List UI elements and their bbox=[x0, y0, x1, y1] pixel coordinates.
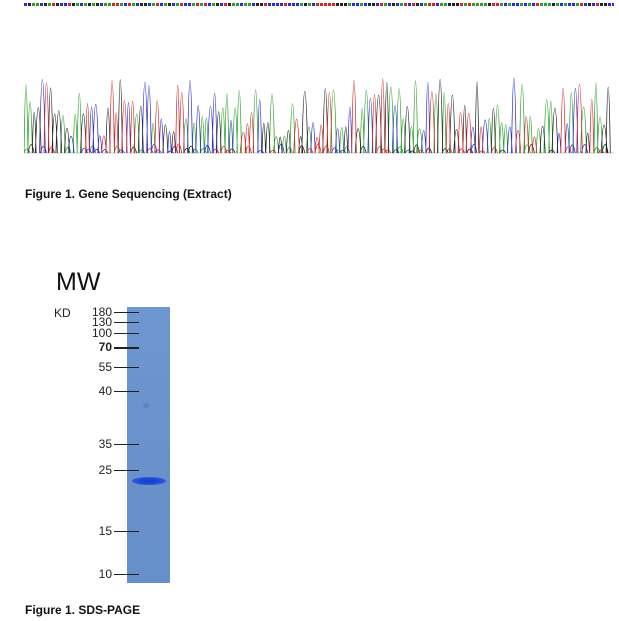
mw-marker: 15 bbox=[40, 524, 180, 538]
mw-marker-label: 130 bbox=[91, 315, 112, 329]
mw-marker-tick bbox=[114, 391, 139, 392]
mw-marker: 35 bbox=[40, 437, 180, 451]
mw-marker: 130 bbox=[40, 315, 180, 329]
mw-marker-tick bbox=[114, 470, 139, 471]
mw-marker-tick bbox=[114, 347, 139, 349]
mw-marker-label: 25 bbox=[98, 463, 112, 477]
mw-marker-tick bbox=[114, 312, 139, 313]
trace-g bbox=[27, 79, 611, 154]
sds-page-gel: KD 180 130 100 70 55 40 35 25 15 10 bbox=[40, 300, 180, 590]
mw-marker: 40 bbox=[40, 384, 180, 398]
mw-marker: 55 bbox=[40, 360, 180, 374]
mw-marker: 25 bbox=[40, 463, 180, 477]
mw-marker: 70 bbox=[40, 340, 180, 354]
mw-marker-label: 40 bbox=[98, 384, 112, 398]
mw-marker-label: 15 bbox=[98, 524, 112, 538]
mw-marker-tick bbox=[114, 531, 139, 532]
mw-marker-label: 180 bbox=[91, 305, 112, 319]
mw-marker-tick bbox=[114, 574, 139, 575]
mw-marker: 180 bbox=[40, 305, 180, 319]
mw-marker: 100 bbox=[40, 326, 180, 340]
mw-marker-label: 55 bbox=[98, 360, 112, 374]
trace-t bbox=[43, 78, 605, 154]
trace-c bbox=[39, 78, 588, 154]
mw-marker-label: 35 bbox=[98, 437, 112, 451]
mw-marker-label: 100 bbox=[91, 326, 112, 340]
mw-column-header: MW bbox=[56, 268, 101, 296]
mw-marker-tick bbox=[114, 367, 139, 368]
figure-caption-sds-page: Figure 1. SDS-PAGE bbox=[25, 603, 141, 617]
mw-marker-label: 10 bbox=[98, 567, 112, 581]
trace-a bbox=[24, 80, 603, 154]
mw-marker-label: 70 bbox=[98, 340, 112, 354]
figure-caption-sequencing: Figure 1. Gene Sequencing (Extract) bbox=[25, 187, 232, 201]
mw-marker-tick bbox=[114, 333, 139, 334]
mw-marker-tick bbox=[114, 322, 139, 323]
gel-lane bbox=[127, 307, 170, 583]
base-call-strip bbox=[24, 3, 614, 6]
mw-marker-tick bbox=[114, 444, 139, 445]
faint-spot bbox=[143, 403, 149, 408]
unit-label: KD bbox=[54, 306, 71, 320]
sequencing-chromatogram bbox=[24, 3, 614, 154]
protein-band bbox=[132, 477, 166, 485]
mw-marker: 10 bbox=[40, 567, 180, 581]
